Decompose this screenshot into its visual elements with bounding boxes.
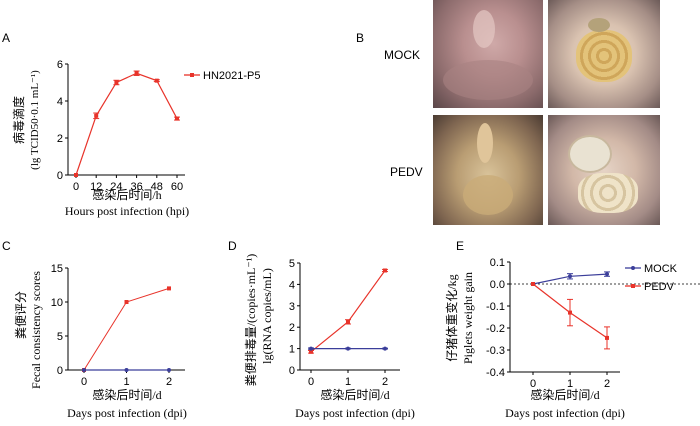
chart-d-ytick-label: 1 [289, 344, 295, 356]
chart-a-xtick-label: 36 [130, 181, 142, 193]
photo-row-label-mock: MOCK [384, 48, 420, 62]
chart-e-ytick-label: 0.0 [490, 279, 505, 291]
chart-d-series-0-line [310, 270, 386, 353]
chart-c-ytick-label: 15 [51, 263, 63, 275]
chart-d-series-1-point [309, 346, 313, 351]
chart-a-series-0-point [74, 173, 78, 177]
chart-a-series-0-point [175, 116, 179, 121]
chart-e-series-1-point [531, 282, 535, 286]
chart-a-series-0-line [75, 72, 178, 176]
panel-letter-d: D [228, 239, 237, 253]
chart-c-ytick-label: 0 [57, 365, 63, 377]
chart-e: -0.4 -0.3 -0.2 -0.1 0.0 0.1 0 1 2 MOCK PEDV 感染后… [444, 257, 700, 420]
chart-e-xtick-label: 0 [530, 378, 536, 390]
chart-d-ytick-label: 0 [289, 365, 295, 377]
chart-e-series-1-point [605, 335, 609, 340]
chart-e-ytick-label: -0.1 [486, 301, 505, 313]
chart-d-xlabel-cn: 感染后时间/d [320, 387, 389, 402]
panel-letter-b: B [356, 31, 364, 45]
chart-d-series-1-point [346, 346, 350, 351]
chart-e-series-0-point [605, 272, 609, 277]
chart-a-series-0-point [154, 78, 159, 83]
photo-pedv-internal [548, 115, 660, 225]
chart-a-ytick-label: 0 [57, 170, 63, 182]
chart-e-ytick-label: -0.3 [486, 345, 505, 357]
chart-d-series-0-point [346, 319, 350, 324]
chart-c-series-0-point [167, 286, 171, 291]
photo-mock-external [433, 0, 543, 108]
chart-a-series-0-point [114, 80, 119, 85]
chart-d-xtick-label: 2 [382, 376, 388, 388]
chart-d-series-0-point [309, 349, 313, 354]
chart-a-ylabel-en: (lg TCID50·0.1 mL⁻¹) [29, 70, 41, 170]
chart-a-ylabel-cn: 病毒滴度 [11, 96, 26, 144]
chart-d-ytick-label: 2 [289, 322, 295, 334]
photo-row-label-pedv: PEDV [390, 165, 423, 179]
chart-a-xtick-label: 24 [110, 181, 122, 193]
chart-e-ytick-label: 0.1 [490, 257, 505, 269]
chart-e-series-1-point [568, 310, 572, 315]
chart-e-xtick-label: 2 [604, 378, 610, 390]
chart-d-xlabel-en: Days post infection (dpi) [295, 406, 415, 420]
chart-a-ytick-label: 4 [57, 96, 63, 108]
chart-e-ytick-label: -0.2 [486, 323, 505, 335]
chart-d-ytick-label: 4 [289, 279, 295, 291]
chart-d-ytick-label: 3 [289, 301, 295, 313]
chart-c-ylabel-cn: 粪便评分 [14, 291, 28, 339]
chart-e-ylabel-cn: 仔猪体重变化/kg [444, 274, 459, 361]
photo-pedv-external [433, 115, 543, 225]
chart-e-ytick-label: -0.4 [486, 367, 505, 379]
chart-d-series-1-point [383, 346, 387, 351]
photo-mock-internal [548, 0, 660, 108]
legend-a-label: HN2021-P5 [203, 70, 260, 82]
chart-a-series-0-point [94, 113, 99, 118]
chart-c-xlabel-en: Days post infection (dpi) [67, 406, 187, 420]
chart-c-ytick-label: 10 [51, 297, 63, 309]
chart-a-xlabel-cn: 感染后时间/h [92, 187, 161, 202]
chart-d-ylabel-cn: 粪便排毒量/(copies·mL⁻¹) [244, 254, 258, 387]
chart-d-series-0-point [383, 268, 387, 273]
chart-c-xtick-label: 2 [166, 376, 172, 388]
chart-d: 0 1 2 3 4 5 0 1 2 感染后时间/d Days post infection (… [244, 254, 415, 420]
chart-a-xlabel-en: Hours post infection (hpi) [65, 204, 189, 218]
legend-e-mock-marker [631, 266, 635, 270]
chart-e-xlabel-en: Days post infection (dpi) [505, 406, 625, 420]
legend-e-mock-label: MOCK [644, 263, 678, 275]
chart-a-ytick-label: 2 [57, 133, 63, 145]
chart-a-xtick-label: 0 [73, 181, 79, 193]
panel-letter-e: E [456, 239, 464, 253]
chart-c-xtick-label: 0 [81, 376, 87, 388]
chart-a-xtick-label: 12 [90, 181, 102, 193]
chart-a-xtick-label: 48 [151, 181, 163, 193]
chart-a-xtick-label: 60 [171, 181, 183, 193]
chart-c-xlabel-cn: 感染后时间/d [92, 387, 161, 402]
chart-d-xtick-label: 0 [308, 376, 314, 388]
chart-e-xtick-label: 1 [567, 378, 573, 390]
legend-e-pedv-label: PEDV [644, 281, 675, 293]
chart-a-series-0-point [134, 71, 139, 76]
chart-c-series-1-point [124, 368, 129, 372]
chart-d-ytick-label: 5 [289, 258, 295, 270]
chart-d-ylabel-en: lg(RNA copies/mL) [260, 268, 274, 364]
legend-a-marker [190, 73, 194, 77]
chart-c-series-1-point [167, 368, 171, 372]
panel-letter-a: A [2, 31, 10, 45]
chart-c-xtick-label: 1 [123, 376, 129, 388]
chart-c-series-0-point [124, 300, 129, 304]
chart-c-ylabel-en: Fecal consistency scores [29, 271, 43, 389]
legend-e-pedv-marker [631, 284, 635, 288]
chart-a-ytick-label: 6 [57, 59, 63, 71]
chart-e-ylabel-en: Piglets weight gain [461, 272, 475, 364]
chart-e-xlabel-cn: 感染后时间/d [530, 387, 599, 402]
panel-letter-c: C [2, 239, 11, 253]
chart-e-series-0-point [568, 274, 572, 279]
chart-c-series-1-point [82, 368, 86, 372]
chart-d-xtick-label: 1 [345, 376, 351, 388]
chart-c-ytick-label: 5 [57, 331, 63, 343]
chart-c: 0 5 10 15 0 1 2 感染后时间/d Days post infection (… [14, 263, 187, 420]
